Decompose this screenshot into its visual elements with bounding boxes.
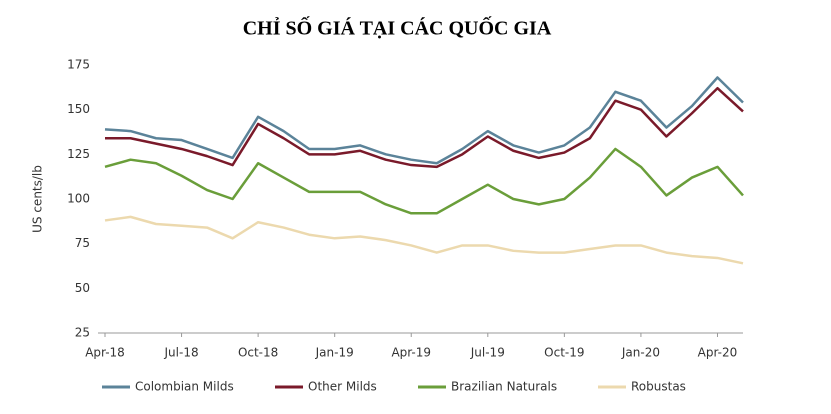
x-tick-label: Apr-19 [391, 346, 431, 360]
legend-label: Other Milds [308, 380, 377, 394]
y-tick-label: 50 [75, 281, 90, 295]
x-tick-label: Jan-20 [621, 346, 660, 360]
y-tick-label: 75 [75, 236, 90, 250]
chart-title: CHỈ SỐ GIÁ TẠI CÁC QUỐC GIA [243, 16, 552, 40]
y-tick-label: 150 [67, 102, 90, 116]
legend-label: Brazilian Naturals [451, 380, 557, 394]
y-tick-label: 100 [67, 192, 90, 206]
x-tick-label: Oct-18 [238, 346, 278, 360]
x-tick-label: Apr-20 [698, 346, 738, 360]
y-tick-label: 125 [67, 147, 90, 161]
legend-label: Robustas [631, 380, 686, 394]
y-tick-label: 175 [67, 58, 90, 72]
series-line [104, 215, 744, 265]
x-tick-label: Jul-19 [470, 346, 505, 360]
x-tick-label: Jan-19 [315, 346, 354, 360]
legend-label: Colombian Milds [135, 380, 234, 394]
y-axis-label: US cents/lb [31, 165, 45, 233]
x-tick-label: Apr-18 [85, 346, 125, 360]
series-line [105, 86, 744, 169]
x-tick-label: Jul-18 [164, 346, 199, 360]
x-tick-label: Oct-19 [544, 346, 584, 360]
y-tick-label: 25 [75, 326, 90, 340]
series-line [104, 147, 744, 215]
series-line [104, 76, 744, 165]
